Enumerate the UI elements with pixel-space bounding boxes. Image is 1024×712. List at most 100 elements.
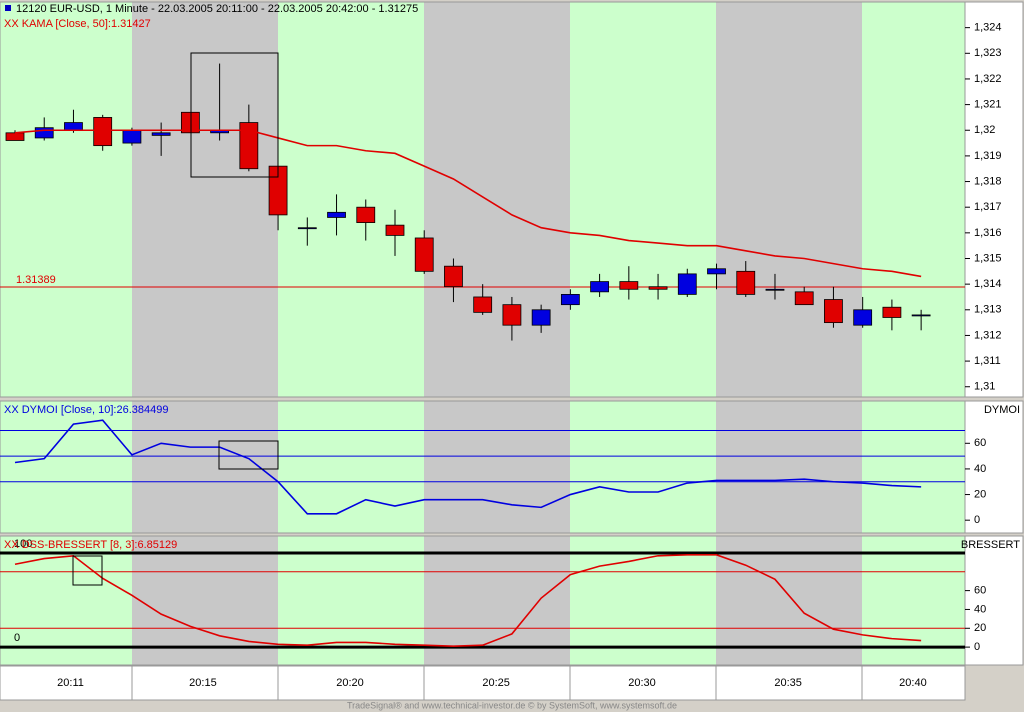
series-line: [14, 129, 922, 278]
y-tick-label: 1,318: [974, 175, 1002, 187]
y-axis-area: [964, 1, 1024, 398]
session-band: [278, 536, 424, 665]
y-tick-label: 40: [974, 463, 986, 475]
candle-body: [385, 224, 405, 236]
session-band: [716, 401, 862, 533]
series-name: XX KAMA [Close, 50]:1.31427: [4, 18, 151, 30]
y-tick-label: 1,322: [974, 73, 1002, 85]
y-tick-label: 60: [974, 585, 986, 597]
footer: TradeSignal® and www.technical-investor.…: [347, 700, 677, 710]
candle-body: [531, 309, 551, 326]
chart-title: 12120 EUR-USD, 1 Minute - 22.03.2005 20:…: [16, 3, 418, 15]
y-tick-label: 60: [974, 437, 986, 449]
y-tick-label: 1,311: [974, 355, 1001, 367]
x-tick-label: 20:11: [57, 677, 84, 689]
session-band: [278, 401, 424, 533]
candle-body: [502, 304, 522, 326]
candle-body: [560, 294, 580, 306]
session-band: [0, 2, 132, 397]
candle-body: [765, 288, 785, 291]
series-line: [14, 554, 922, 647]
session-band: [424, 401, 570, 533]
y-tick-label: 1,31: [974, 381, 995, 393]
candle-body: [327, 211, 346, 218]
y-tick-label: 1,323: [974, 47, 1002, 59]
y-tick-label: 20: [974, 622, 986, 634]
candle-body: [5, 132, 25, 141]
y-tick-label: 1,316: [974, 227, 1002, 239]
y-tick-label: 1,314: [974, 278, 1002, 290]
x-tick-label: 20:30: [628, 677, 656, 689]
session-band: [424, 536, 570, 665]
y-tick-label: 1,321: [974, 99, 1002, 111]
candle-body: [882, 306, 902, 318]
annotation-box: [72, 555, 103, 586]
price-line-label: 1.31389: [16, 274, 56, 286]
y-tick-label: 20: [974, 488, 986, 500]
y-tick-label: 1,32: [974, 124, 995, 136]
y-tick-label: 0: [974, 514, 980, 526]
candle-body: [736, 270, 756, 295]
session-band: [278, 2, 424, 397]
session-band: [570, 2, 716, 397]
candle-body: [707, 268, 726, 275]
candle-body: [297, 227, 317, 230]
y-tick-label: 1,313: [974, 304, 1002, 316]
session-band: [132, 401, 278, 533]
title-marker: [5, 5, 11, 11]
x-axis-area: [0, 665, 966, 701]
y-axis-area: [964, 400, 1024, 534]
y-tick-label: 1,312: [974, 329, 1002, 341]
axis-title: DYMOI: [984, 404, 1020, 416]
x-tick-label: 20:40: [899, 677, 927, 689]
candle-body: [122, 129, 142, 144]
annotation-box: [190, 52, 279, 178]
series-line: [14, 419, 922, 515]
y-tick-label: 1,319: [974, 150, 1002, 162]
candle-body: [794, 291, 814, 306]
level-label: 100: [14, 538, 32, 550]
session-band: [862, 2, 965, 397]
y-tick-label: 1,315: [974, 252, 1002, 264]
session-band: [862, 401, 965, 533]
candle-body: [590, 281, 609, 293]
y-tick-label: 0: [974, 641, 980, 653]
x-tick-label: 20:20: [336, 677, 364, 689]
candle-body: [444, 265, 463, 288]
candle-body: [853, 309, 873, 326]
session-band: [0, 401, 132, 533]
session-band: [716, 2, 862, 397]
candle-body: [619, 281, 639, 290]
candle-body: [93, 117, 113, 147]
series-name: XX DYMOI [Close, 10]:26.384499: [4, 404, 168, 416]
candle-body: [824, 299, 843, 324]
y-tick-label: 1,317: [974, 201, 1002, 213]
candle-body: [677, 273, 697, 295]
candle-body: [356, 206, 376, 223]
y-tick-label: 1,324: [974, 22, 1002, 34]
x-tick-label: 20:25: [482, 677, 510, 689]
level-label: 0: [14, 632, 20, 644]
session-band: [132, 536, 278, 665]
axis-title: BRESSERT: [961, 539, 1020, 551]
candle-body: [473, 296, 493, 313]
session-band: [132, 2, 278, 397]
session-band: [862, 536, 965, 665]
annotation-box: [218, 440, 279, 470]
candle-body: [911, 314, 931, 317]
y-tick-label: 40: [974, 603, 986, 615]
candle-body: [151, 132, 171, 136]
series-name: XX DSS-BRESSERT [8, 3]:6.85129: [4, 539, 177, 551]
x-tick-label: 20:35: [774, 677, 802, 689]
session-band: [570, 536, 716, 665]
candle-body: [414, 237, 434, 272]
session-band: [570, 401, 716, 533]
session-band: [424, 2, 570, 397]
x-tick-label: 20:15: [189, 677, 217, 689]
candle-body: [64, 122, 83, 131]
y-axis-area: [964, 535, 1024, 666]
candle-body: [239, 122, 259, 170]
candle-body: [34, 127, 54, 139]
